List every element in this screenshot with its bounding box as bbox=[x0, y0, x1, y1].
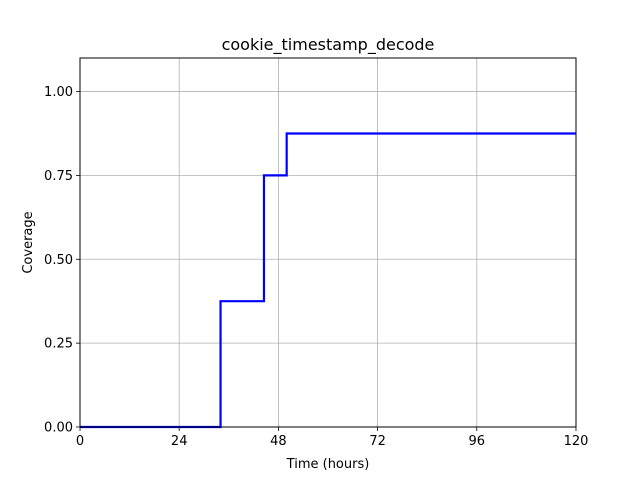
y-axis-label: Coverage bbox=[21, 211, 36, 273]
x-tick-label: 24 bbox=[171, 434, 188, 449]
x-axis-label: Time (hours) bbox=[286, 457, 370, 472]
plot-frame bbox=[79, 57, 577, 428]
chart-title: cookie_timestamp_decode bbox=[222, 35, 435, 55]
axis-ticks: 0 24 48 72 96 120 0.00 0.25 0.50 0.75 1.00 bbox=[44, 85, 588, 449]
y-tick-label: 1.00 bbox=[44, 85, 73, 100]
y-tick-label: 0.75 bbox=[44, 169, 73, 184]
y-tick-label: 0.25 bbox=[44, 337, 73, 352]
x-tick-label: 96 bbox=[469, 434, 486, 449]
x-tick-label: 0 bbox=[76, 434, 84, 449]
x-tick-label: 72 bbox=[369, 434, 386, 449]
y-tick-label: 0.00 bbox=[44, 421, 73, 436]
x-tick-label: 48 bbox=[270, 434, 287, 449]
y-tick-label: 0.50 bbox=[44, 253, 73, 268]
series-group bbox=[80, 132, 576, 429]
coverage-step-line bbox=[80, 132, 576, 429]
x-tick-label: 120 bbox=[564, 434, 589, 449]
